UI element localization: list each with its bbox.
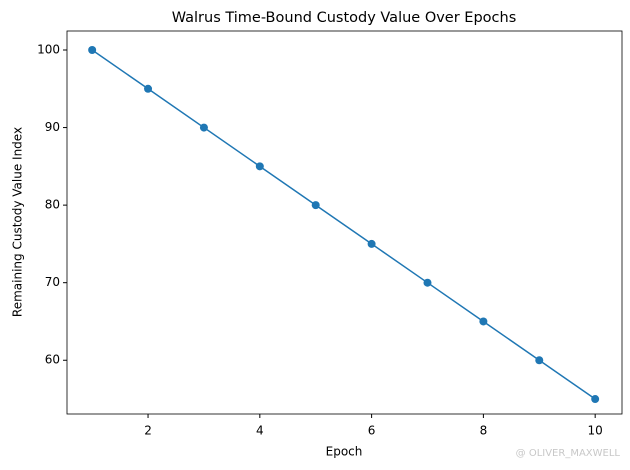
- point: [591, 395, 600, 404]
- chart-title: Walrus Time-Bound Custody Value Over Epo…: [172, 10, 517, 26]
- point: [255, 162, 264, 171]
- y-tick-label: 100: [37, 43, 60, 57]
- y-axis-label: Remaining Custody Value Index: [11, 127, 25, 317]
- point: [144, 84, 153, 93]
- line: [91, 49, 596, 400]
- watermark: @ OLIVER_MAXWELL: [516, 448, 621, 459]
- point: [479, 317, 488, 326]
- x-tick-label: 8: [480, 424, 488, 438]
- x-tick-label: 10: [588, 424, 603, 438]
- y-tick-label: 70: [45, 275, 60, 289]
- x-tick-label: 4: [256, 424, 264, 438]
- x-axis-label: Epoch: [326, 445, 363, 459]
- y-tick-label: 80: [45, 198, 60, 212]
- point: [311, 201, 320, 210]
- plot-frame: [66, 30, 623, 415]
- point: [367, 239, 376, 248]
- y-tick-label: 90: [45, 120, 60, 134]
- x-tick-label: 6: [368, 424, 376, 438]
- point: [88, 46, 97, 55]
- x-tick-label: 2: [144, 424, 152, 438]
- point: [535, 356, 544, 365]
- point: [199, 123, 208, 132]
- point: [423, 278, 432, 287]
- y-tick-label: 60: [45, 353, 60, 367]
